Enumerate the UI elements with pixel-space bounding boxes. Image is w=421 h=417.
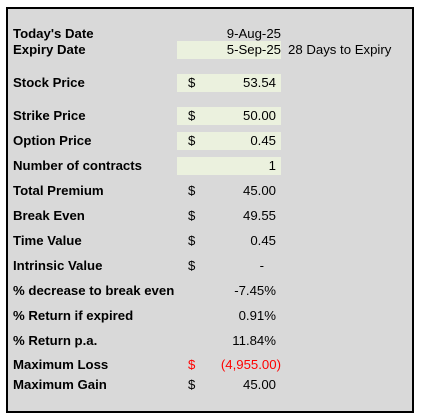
pct-return-pa-cell[interactable]: 11.84%: [177, 332, 281, 350]
maximum-gain-cell[interactable]: $ 45.00: [177, 376, 281, 394]
pct-return-expired-value: 0.91%: [238, 308, 276, 323]
time-value-cell[interactable]: $ 0.45: [177, 232, 281, 250]
row-pct-decrease-break-even: % decrease to break even -7.45%: [8, 282, 412, 300]
stock-price-currency: $: [188, 75, 196, 90]
pct-return-pa-value: 11.84%: [232, 333, 276, 348]
option-calculator-panel: Today's Date 9-Aug-25 Expiry Date 5-Sep-…: [6, 7, 414, 413]
stock-price-input[interactable]: $ 53.54: [177, 74, 281, 92]
pct-return-expired-cell[interactable]: 0.91%: [177, 307, 281, 325]
row-maximum-loss: Maximum Loss $ (4,955.00): [8, 356, 412, 374]
strike-price-value: 50.00: [242, 108, 276, 123]
row-expiry-date: Expiry Date 5-Sep-25 28 Days to Expiry: [8, 41, 412, 59]
row-todays-date: Today's Date 9-Aug-25: [8, 25, 412, 43]
maximum-gain-label: Maximum Gain: [13, 377, 107, 392]
break-even-cell[interactable]: $ 49.55: [177, 207, 281, 225]
row-strike-price: Strike Price $ 50.00: [8, 107, 412, 125]
maximum-gain-currency: $: [188, 377, 196, 392]
row-stock-price: Stock Price $ 53.54: [8, 74, 412, 92]
stock-price-value: 53.54: [242, 75, 276, 90]
maximum-loss-value: (4,955.00): [220, 357, 281, 372]
pct-return-pa-label: % Return p.a.: [13, 333, 98, 348]
number-of-contracts-value: 1: [268, 158, 276, 173]
option-price-label: Option Price: [13, 133, 92, 148]
strike-price-currency: $: [188, 108, 196, 123]
days-to-expiry-note: 28 Days to Expiry: [288, 42, 392, 57]
option-price-currency: $: [188, 133, 196, 148]
pct-return-expired-label: % Return if expired: [13, 308, 134, 323]
expiry-date-value: 5-Sep-25: [226, 42, 281, 57]
break-even-value: 49.55: [242, 208, 276, 223]
pct-decrease-value: -7.45%: [234, 283, 276, 298]
number-of-contracts-input[interactable]: 1: [177, 157, 281, 175]
row-time-value: Time Value $ 0.45: [8, 232, 412, 250]
expiry-date-input[interactable]: 5-Sep-25: [177, 41, 281, 59]
number-of-contracts-label: Number of contracts: [13, 158, 142, 173]
row-maximum-gain: Maximum Gain $ 45.00: [8, 376, 412, 394]
row-option-price: Option Price $ 0.45: [8, 132, 412, 150]
row-number-of-contracts: Number of contracts 1: [8, 157, 412, 175]
todays-date-cell[interactable]: 9-Aug-25: [177, 25, 281, 43]
stock-price-label: Stock Price: [13, 75, 85, 90]
expiry-date-label: Expiry Date: [13, 42, 86, 57]
option-price-value: 0.45: [250, 133, 276, 148]
total-premium-label: Total Premium: [13, 183, 104, 198]
pct-decrease-label: % decrease to break even: [13, 283, 175, 298]
todays-date-label: Today's Date: [13, 26, 94, 41]
intrinsic-value-currency: $: [188, 258, 196, 273]
maximum-loss-cell[interactable]: $ (4,955.00): [177, 356, 281, 374]
time-value-label: Time Value: [13, 233, 82, 248]
intrinsic-value-cell[interactable]: $ -: [177, 257, 281, 275]
total-premium-currency: $: [188, 183, 196, 198]
break-even-currency: $: [188, 208, 196, 223]
maximum-loss-label: Maximum Loss: [13, 357, 109, 372]
row-pct-return-pa: % Return p.a. 11.84%: [8, 332, 412, 350]
row-total-premium: Total Premium $ 45.00: [8, 182, 412, 200]
row-break-even: Break Even $ 49.55: [8, 207, 412, 225]
pct-decrease-cell[interactable]: -7.45%: [177, 282, 281, 300]
maximum-gain-value: 45.00: [242, 377, 276, 392]
intrinsic-value-label: Intrinsic Value: [13, 258, 103, 273]
total-premium-value: 45.00: [242, 183, 276, 198]
todays-date-value: 9-Aug-25: [226, 26, 281, 41]
strike-price-label: Strike Price: [13, 108, 86, 123]
break-even-label: Break Even: [13, 208, 85, 223]
total-premium-cell[interactable]: $ 45.00: [177, 182, 281, 200]
time-value-value: 0.45: [250, 233, 276, 248]
time-value-currency: $: [188, 233, 196, 248]
option-price-input[interactable]: $ 0.45: [177, 132, 281, 150]
row-intrinsic-value: Intrinsic Value $ -: [8, 257, 412, 275]
strike-price-input[interactable]: $ 50.00: [177, 107, 281, 125]
row-pct-return-if-expired: % Return if expired 0.91%: [8, 307, 412, 325]
intrinsic-value-value: -: [259, 258, 264, 273]
maximum-loss-currency: $: [188, 357, 196, 372]
